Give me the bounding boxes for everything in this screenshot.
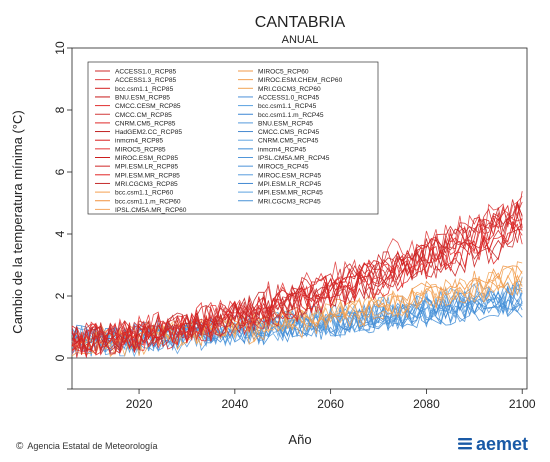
legend-entry: IPSL.CM5A.MR_RCP60 <box>115 207 187 214</box>
legend-entry: BNU.ESM_RCP85 <box>115 94 170 101</box>
x-tick-label: 2060 <box>317 397 344 411</box>
series-lines <box>71 191 523 358</box>
agency-name: Agencia Estatal de Meteorología <box>27 441 158 451</box>
legend-entry: CMCC.CM_RCP85 <box>115 112 172 119</box>
series-line <box>71 217 523 354</box>
series-line <box>71 297 523 354</box>
series-line <box>71 223 523 353</box>
series-line <box>71 261 523 358</box>
legend-entry: HadGEM2.CC_RCP85 <box>115 129 182 136</box>
x-tick-label: 2020 <box>126 397 153 411</box>
legend-entry: MRI.CGCM3_RCP60 <box>258 86 321 93</box>
legend-entry: inmcm4_RCP85 <box>115 138 163 145</box>
legend-entry: ACCESS1.3_RCP85 <box>115 77 177 84</box>
legend-entry: MIROC.ESM.CHEM_RCP60 <box>258 77 343 84</box>
x-tick-label: 2080 <box>413 397 440 411</box>
legend-entry: MRI.CGCM3_RCP85 <box>115 181 178 188</box>
series-line <box>71 203 523 351</box>
legend-entry: CMCC.CESM_RCP85 <box>115 103 181 110</box>
legend-entry: bcc.csm1.1.m_RCP45 <box>258 112 324 119</box>
y-tick-label: 8 <box>53 106 67 113</box>
plot-frame <box>71 47 528 390</box>
legend-entry: CMCC.CMS_RCP45 <box>258 129 320 136</box>
legend-entry: MIROC.ESM_RCP45 <box>258 172 321 179</box>
legend-entry: inmcm4_RCP45 <box>258 146 306 153</box>
legend-entry: MIROC5_RCP45 <box>258 164 309 171</box>
legend-entry: MIROC5_RCP60 <box>258 69 309 76</box>
legend-entry: MPI.ESM.MR_RCP85 <box>115 172 180 179</box>
y-tick-label: 10 <box>53 41 67 55</box>
legend-entry: bcc.csm1.1_RCP60 <box>115 190 174 197</box>
legend-entry: bcc.csm1.1.m_RCP60 <box>115 198 181 205</box>
legend-entry: BNU.ESM_RCP45 <box>258 120 313 127</box>
series-line <box>71 201 523 356</box>
aemet-logo: aemet <box>458 434 528 454</box>
y-tick-label: 6 <box>53 168 67 175</box>
legend-entry: IPSL.CM5A.MR_RCP45 <box>258 155 330 162</box>
series-line <box>71 201 523 356</box>
x-tick-label: 2100 <box>509 397 536 411</box>
y-tick-label: 4 <box>53 230 67 237</box>
legend-entry: CNRM.CM5_RCP45 <box>258 138 319 145</box>
y-axis-label: Cambio de la temperatura mínima (°C) <box>10 110 25 333</box>
legend-entry: MPI.ESM.MR_RCP45 <box>258 190 323 197</box>
series-line <box>71 205 523 353</box>
axis-ticks: 0 2 4 6 8 10 2020 2040 2060 2080 2100 <box>53 41 536 411</box>
series-line <box>71 266 523 357</box>
x-axis-label: Año <box>288 432 311 447</box>
agency-credit: © Agencia Estatal de Meteorología <box>16 441 157 452</box>
legend-entry: bcc.csm1.1_RCP85 <box>115 86 174 93</box>
aemet-logo-mark <box>458 438 472 450</box>
series-line <box>71 191 523 353</box>
series-line <box>71 223 523 358</box>
aemet-logo-text: aemet <box>476 434 528 454</box>
legend-entry: ACCESS1.0_RCP45 <box>258 94 320 101</box>
legend-entry: MPI.ESM.LR_RCP45 <box>258 181 321 188</box>
copyright-icon: © <box>16 441 24 452</box>
legend-box <box>87 61 379 215</box>
y-tick-label: 2 <box>53 292 67 299</box>
chart-title: CANTABRIA <box>255 14 346 31</box>
legend-entry: MIROC5_RCP85 <box>115 146 166 153</box>
chart-subtitle: ANUAL <box>282 34 319 46</box>
legend-entry: MRI.CGCM3_RCP45 <box>258 198 321 205</box>
y-tick-label: 0 <box>53 354 67 361</box>
legend-entry: MIROC.ESM_RCP85 <box>115 155 178 162</box>
legend-entry: bcc.csm1.1_RCP45 <box>258 103 317 110</box>
legend-entry: CNRM.CM5_RCP85 <box>115 120 176 127</box>
legend-entry: ACCESS1.0_RCP85 <box>115 69 177 76</box>
legend-entry: MPI.ESM.LR_RCP85 <box>115 164 178 171</box>
x-tick-label: 2040 <box>221 397 248 411</box>
